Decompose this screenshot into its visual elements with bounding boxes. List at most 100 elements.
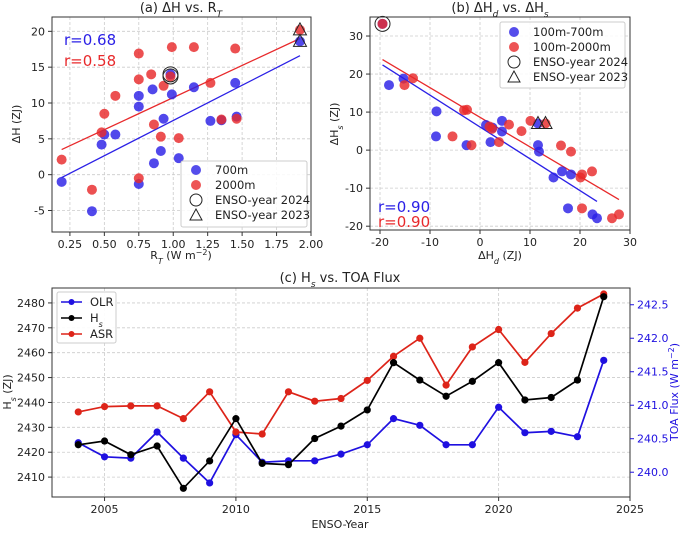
panel-a-points bbox=[56, 24, 305, 217]
y-tick-label: 2480 bbox=[17, 297, 45, 310]
point-olr bbox=[100, 453, 109, 461]
y-tick-label: 5 bbox=[38, 133, 45, 146]
point-100m-2000m bbox=[525, 115, 536, 126]
point-asr bbox=[573, 304, 582, 312]
panel-c-y2-ticks: 240.0 240.5 241.0 241.5 242.0 242.5 bbox=[630, 299, 669, 479]
panel-b-legend: 100m-700m 100m-2000m ENSO-year 2024 ENSO… bbox=[499, 21, 628, 89]
legend-marker-2000m bbox=[191, 180, 201, 190]
point-h bbox=[232, 415, 240, 423]
panel-b-points bbox=[377, 18, 624, 224]
legend-label-enso-2024: ENSO-year 2024 bbox=[215, 193, 310, 207]
point-asr bbox=[74, 408, 82, 416]
point-asr bbox=[311, 397, 319, 405]
point-h bbox=[600, 293, 608, 301]
y-tick-label: 2460 bbox=[17, 347, 45, 360]
x-tick-label: -20 bbox=[371, 236, 389, 249]
x-tick-label: 2020 bbox=[485, 503, 513, 516]
y-tick-label: 10 bbox=[31, 97, 45, 110]
point-700m bbox=[96, 139, 107, 150]
point-100m-2000m bbox=[577, 169, 587, 180]
point-asr bbox=[389, 352, 398, 360]
point-h bbox=[311, 434, 319, 443]
point-100m-700m bbox=[431, 106, 442, 117]
y-tick-label: -20 bbox=[345, 220, 363, 233]
x-tick-label: 0.25 bbox=[58, 238, 83, 251]
panel-b-r-2000m: r=0.90 bbox=[378, 213, 430, 231]
point-700m bbox=[147, 84, 158, 95]
point-100m-2000m bbox=[447, 131, 458, 142]
y-tick-label: 0 bbox=[356, 144, 363, 157]
point-100m-700m bbox=[557, 166, 567, 177]
point-asr bbox=[153, 402, 161, 410]
panel-a-title: (a) ΔH vs. RT bbox=[140, 1, 224, 20]
y2-tick-label: 241.0 bbox=[637, 399, 669, 412]
legend-label-700m: 700m bbox=[215, 163, 248, 177]
panel-c-series bbox=[74, 290, 608, 492]
y2-tick-label: 242.5 bbox=[637, 299, 669, 312]
point-asr bbox=[442, 381, 450, 389]
point-h bbox=[363, 406, 371, 414]
point-700m bbox=[188, 82, 199, 93]
point-olr bbox=[311, 457, 319, 465]
legend-marker-asr bbox=[68, 331, 75, 337]
series-line-h bbox=[78, 296, 605, 490]
enso-2023-triangle bbox=[538, 115, 553, 129]
point-2000m bbox=[173, 133, 184, 144]
point-2000m bbox=[56, 154, 67, 165]
x-tick-label: 1.25 bbox=[195, 238, 220, 251]
legend-marker-100m-700m bbox=[509, 27, 519, 37]
legend-marker-enso-2023 bbox=[189, 207, 203, 221]
point-100m-2000m bbox=[377, 18, 388, 29]
point-700m bbox=[110, 129, 121, 140]
panel-c-frame bbox=[51, 287, 631, 498]
point-olr bbox=[363, 441, 371, 449]
point-olr bbox=[153, 428, 161, 436]
point-olr bbox=[416, 421, 424, 429]
point-h bbox=[416, 376, 424, 384]
point-700m bbox=[230, 77, 241, 88]
point-2000m bbox=[188, 42, 199, 53]
panel-c-y-ticks: 2410 2420 2430 2440 2450 2460 2470 2480 bbox=[17, 297, 52, 484]
point-2000m bbox=[133, 48, 144, 59]
panel-a-y-ticks: -5 0 5 10 15 20 bbox=[31, 25, 52, 218]
y-tick-label: 2450 bbox=[17, 372, 45, 385]
point-h bbox=[389, 359, 398, 367]
point-olr bbox=[389, 415, 398, 423]
point-100m-700m bbox=[534, 146, 544, 157]
series-line-olr bbox=[77, 360, 605, 485]
x-tick-label: 0.75 bbox=[127, 238, 152, 251]
panel-b-x-label: ΔHd (ZJ) bbox=[478, 249, 522, 266]
point-100m-2000m bbox=[466, 140, 477, 151]
x-tick-label: 1.50 bbox=[230, 238, 255, 251]
x-tick-label: 2.00 bbox=[299, 238, 324, 251]
point-100m-2000m bbox=[587, 166, 597, 177]
y-tick-label: -5 bbox=[34, 205, 45, 218]
point-100m-2000m bbox=[556, 140, 566, 151]
y-tick-label: 0 bbox=[38, 169, 45, 182]
point-h bbox=[179, 484, 187, 492]
y-tick-label: 2440 bbox=[17, 396, 45, 409]
legend-marker-enso-2024-b bbox=[507, 55, 521, 69]
point-100m-2000m bbox=[566, 146, 576, 157]
x-tick-label: 0 bbox=[477, 236, 484, 249]
legend-marker-enso-2024 bbox=[189, 193, 203, 207]
legend-label-enso-2024-b: ENSO-year 2024 bbox=[533, 55, 628, 69]
x-tick-label: 30 bbox=[623, 236, 637, 249]
panel-b-r-700m: r=0.90 bbox=[378, 198, 430, 216]
panel-c-x-ticks: 2005 2010 2015 2020 2025 bbox=[91, 497, 644, 516]
point-h bbox=[206, 457, 214, 465]
point-700m bbox=[158, 113, 169, 124]
point-olr bbox=[206, 479, 214, 487]
enso-2023-triangle bbox=[292, 21, 308, 36]
point-700m bbox=[205, 115, 216, 126]
panel-a-x-ticks: 0.25 0.50 0.75 1.00 1.25 1.50 1.75 2.00 bbox=[58, 232, 324, 251]
enso-2023-triangle bbox=[530, 115, 546, 129]
y-tick-label: 30 bbox=[349, 30, 363, 43]
point-olr bbox=[468, 441, 476, 449]
point-h bbox=[100, 437, 109, 445]
panel-c-y2-label: TOA Flux (W m−2) bbox=[667, 343, 682, 442]
legend-label-asr: ASR bbox=[90, 327, 113, 341]
x-tick-label: -10 bbox=[421, 236, 439, 249]
point-asr bbox=[127, 402, 135, 410]
y2-tick-label: 240.5 bbox=[637, 433, 669, 446]
